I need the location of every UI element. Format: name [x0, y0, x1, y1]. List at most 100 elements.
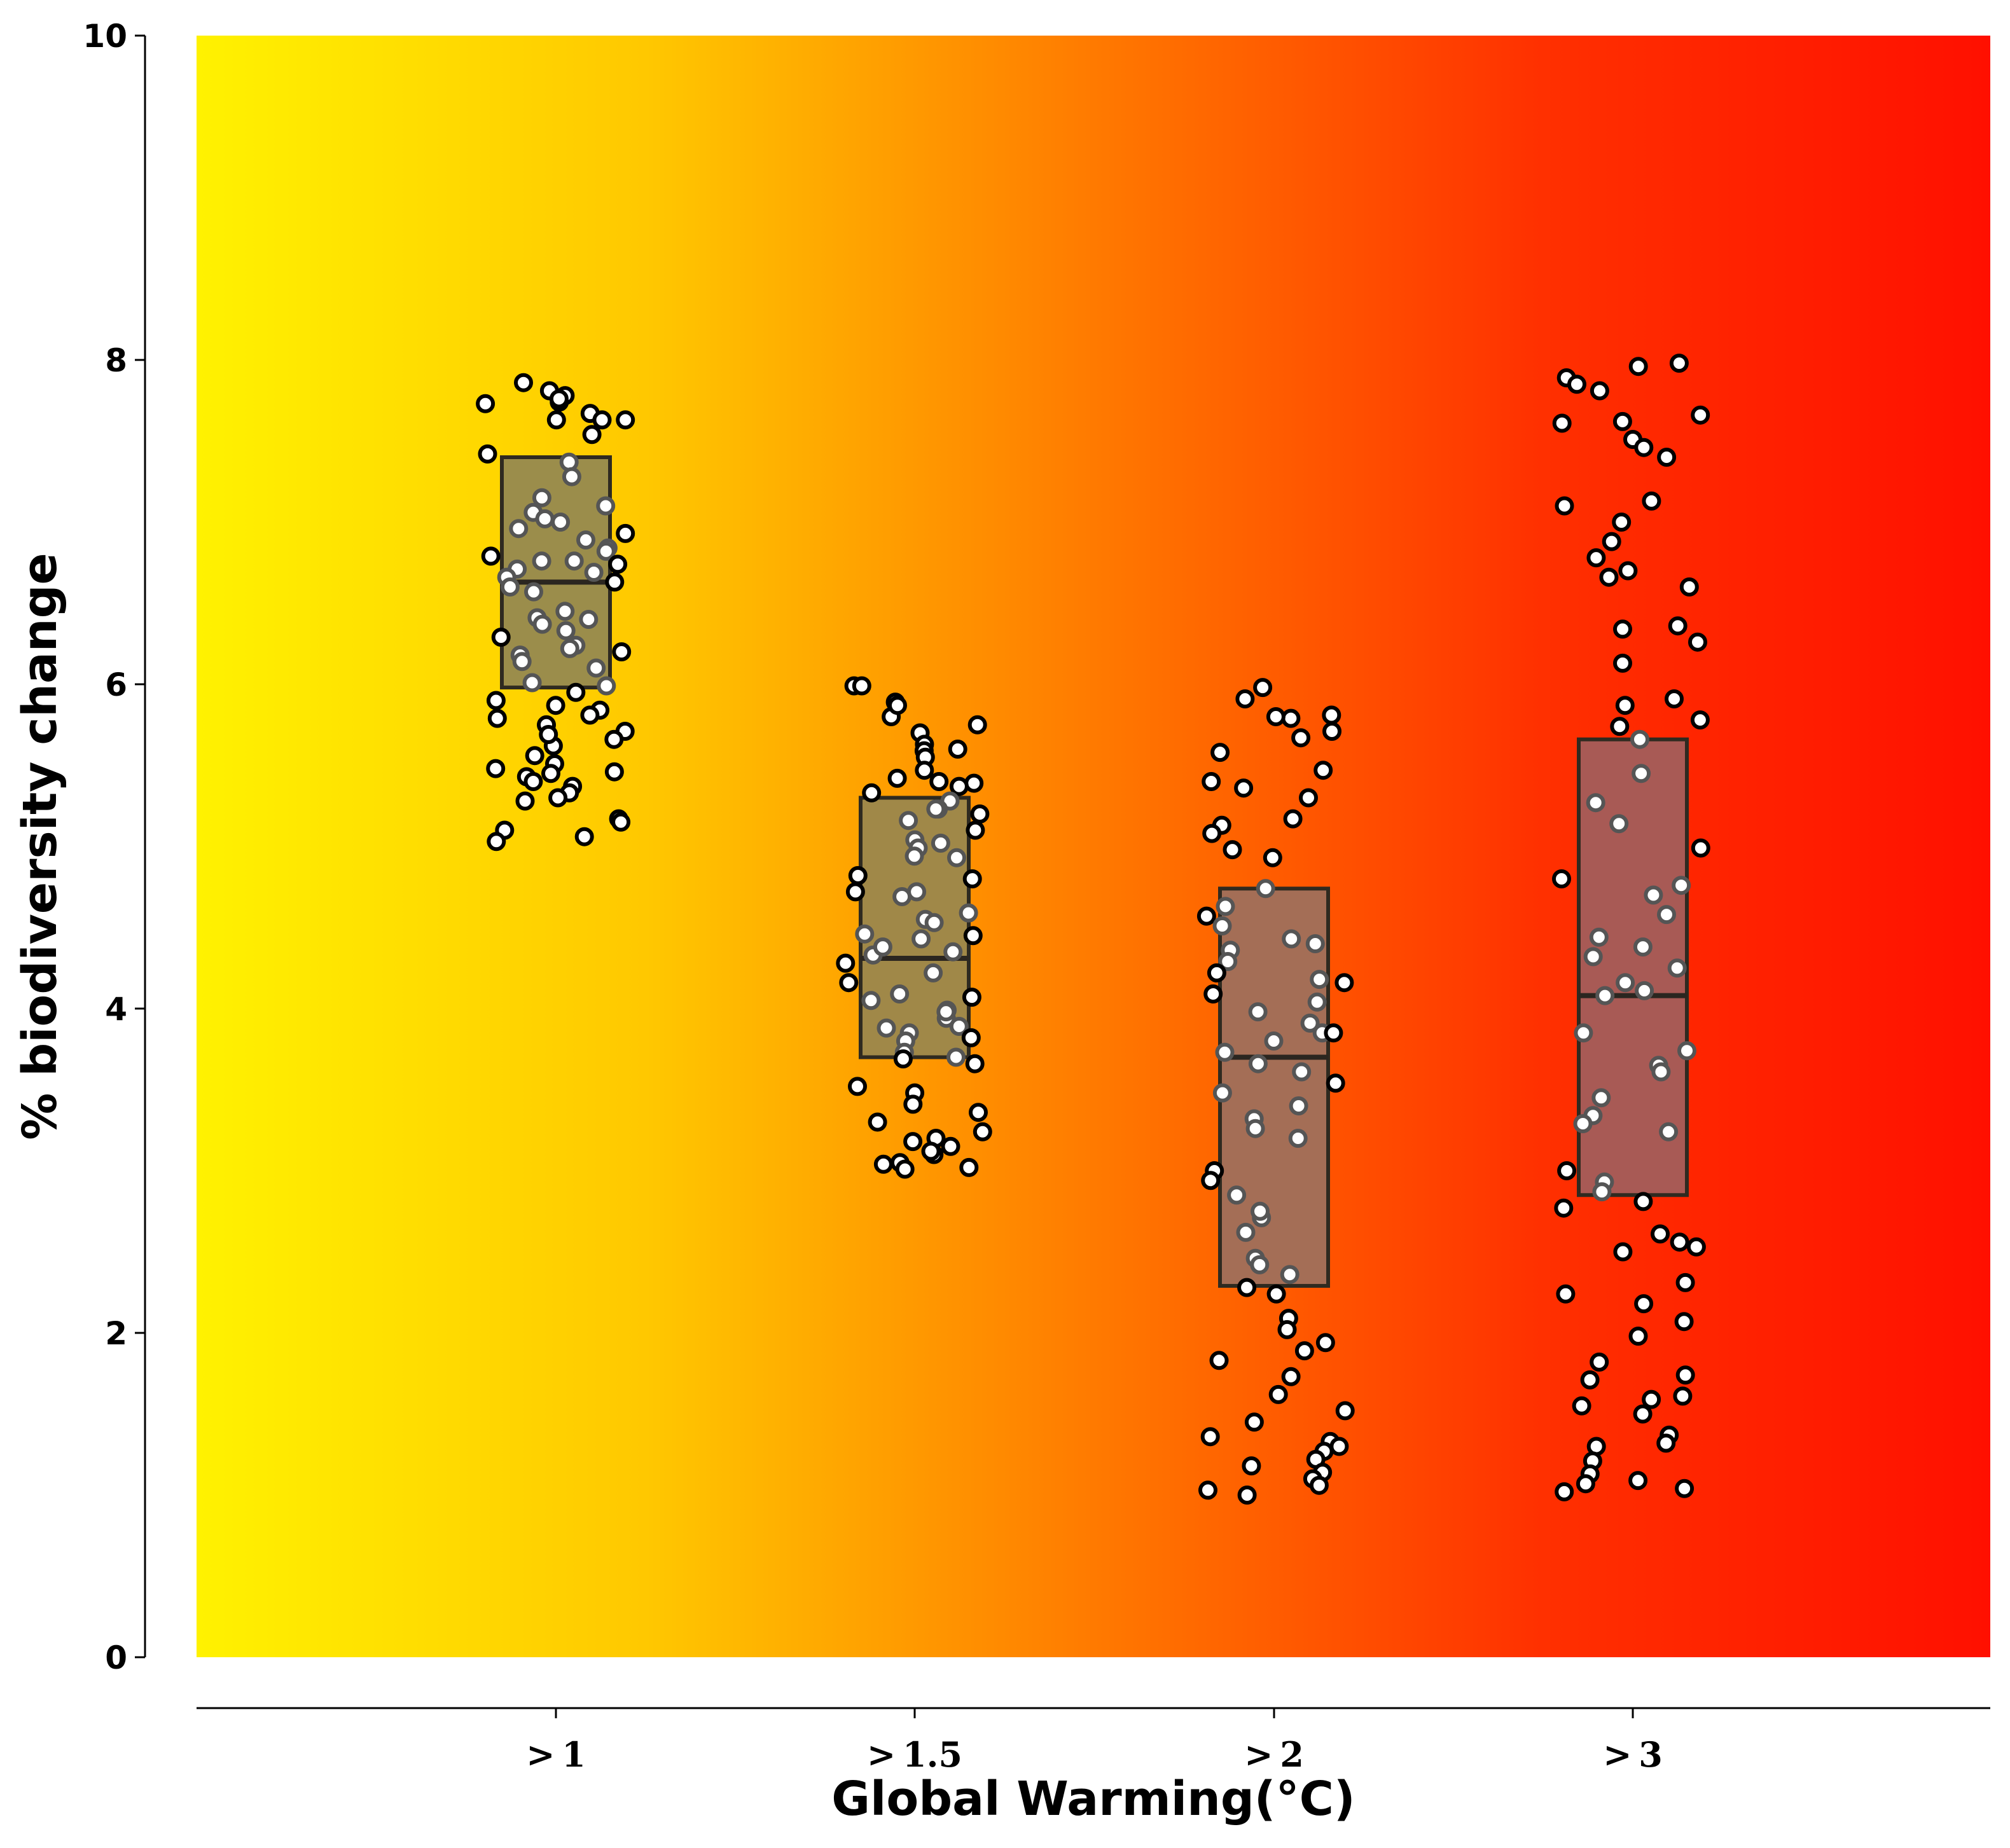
- data-point: [574, 827, 594, 846]
- data-point: [941, 1136, 960, 1156]
- data-point: [546, 410, 566, 430]
- data-point: [1595, 986, 1615, 1005]
- data-point: [961, 1028, 981, 1047]
- data-point: [848, 865, 868, 885]
- data-point: [924, 913, 944, 932]
- data-point: [604, 729, 624, 749]
- data-point: [1633, 1192, 1653, 1211]
- data-point: [1251, 1201, 1270, 1221]
- data-point: [845, 882, 865, 902]
- data-point: [888, 696, 907, 715]
- y-tick-label: 2: [105, 1315, 127, 1352]
- data-point: [1583, 947, 1603, 967]
- x-tick-label: > 1.5: [867, 1734, 962, 1775]
- data-point: [535, 509, 555, 528]
- data-point: [1248, 1002, 1268, 1022]
- data-point: [1591, 1088, 1611, 1108]
- data-point: [1277, 1320, 1297, 1339]
- data-point: [852, 676, 871, 696]
- data-point: [1281, 708, 1301, 728]
- data-point: [970, 804, 990, 824]
- data-point: [1283, 809, 1303, 829]
- data-point: [965, 1054, 985, 1073]
- data-point: [1574, 1023, 1593, 1043]
- data-point: [836, 953, 856, 973]
- data-point: [1253, 678, 1273, 698]
- data-point: [1610, 717, 1630, 736]
- data-point: [946, 1047, 966, 1067]
- data-point: [1282, 929, 1301, 949]
- data-point: [592, 410, 612, 430]
- data-point: [1675, 1365, 1695, 1385]
- data-point: [1334, 973, 1354, 993]
- data-point: [1667, 958, 1687, 978]
- data-point: [959, 903, 978, 923]
- data-point: [1292, 1062, 1312, 1082]
- data-point: [556, 621, 576, 640]
- data-point: [597, 676, 616, 696]
- data-point: [1218, 952, 1238, 971]
- data-point: [1634, 1294, 1654, 1314]
- x-tick-label: > 1: [526, 1734, 586, 1775]
- data-point: [1668, 616, 1688, 636]
- data-point: [551, 513, 571, 532]
- data-point: [1266, 707, 1286, 726]
- data-point: [532, 488, 551, 507]
- data-point: [604, 762, 624, 782]
- data-point: [1266, 1284, 1286, 1304]
- data-point: [1592, 1182, 1612, 1202]
- data-point: [611, 812, 631, 832]
- data-point: [1615, 696, 1635, 715]
- data-point: [548, 788, 568, 808]
- data-point: [1223, 840, 1242, 860]
- data-point: [1329, 1437, 1349, 1456]
- data-point: [532, 614, 552, 634]
- x-tick-label: > 3: [1603, 1734, 1663, 1775]
- data-point: [1586, 793, 1605, 813]
- data-point: [1586, 548, 1606, 568]
- data-point: [584, 563, 604, 582]
- data-point: [486, 759, 506, 778]
- data-point: [616, 523, 635, 543]
- data-point: [596, 496, 616, 516]
- data-point: [1674, 1312, 1694, 1332]
- data-point: [967, 715, 987, 734]
- data-point: [1245, 1119, 1265, 1138]
- data-point: [576, 530, 595, 550]
- data-point: [1237, 1278, 1257, 1297]
- data-point: [1212, 1083, 1232, 1103]
- data-point: [1665, 689, 1684, 708]
- data-point: [861, 991, 881, 1010]
- data-point: [936, 1002, 956, 1022]
- y-axis: 0 2 4 6 8 10: [83, 18, 146, 1676]
- data-point: [962, 869, 982, 888]
- data-point: [1602, 532, 1621, 551]
- data-point: [1280, 1265, 1300, 1285]
- data-point: [500, 577, 520, 596]
- data-point: [1616, 973, 1635, 993]
- y-tick-label: 4: [105, 991, 127, 1028]
- data-point: [541, 764, 560, 783]
- data-point: [523, 772, 543, 791]
- data-point: [1209, 1351, 1229, 1370]
- data-point: [1628, 1471, 1648, 1491]
- data-point: [525, 746, 544, 766]
- data-point: [895, 1159, 915, 1179]
- data-point: [931, 833, 950, 853]
- data-point: [949, 776, 969, 796]
- data-point: [487, 708, 507, 728]
- data-point: [1242, 1456, 1261, 1476]
- data-point: [1203, 984, 1223, 1003]
- data-point: [546, 696, 565, 715]
- data-point: [481, 546, 501, 566]
- data-point: [1657, 905, 1676, 925]
- data-point: [1552, 413, 1572, 433]
- x-axis: > 1 > 1.5 > 2 > 3: [197, 1707, 1990, 1775]
- data-point: [1250, 1255, 1270, 1274]
- data-point: [580, 705, 600, 725]
- data-point: [964, 773, 984, 793]
- data-point: [512, 652, 532, 672]
- data-point: [959, 1157, 979, 1177]
- data-point: [868, 1112, 887, 1132]
